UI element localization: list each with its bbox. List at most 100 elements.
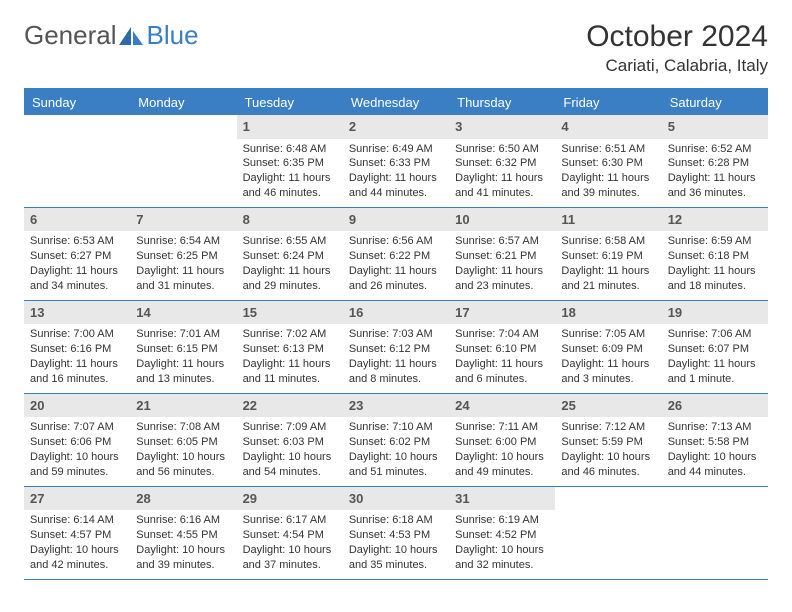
sunrise-text: Sunrise: 6:48 AM — [243, 142, 337, 157]
week-row: 13Sunrise: 7:00 AMSunset: 6:16 PMDayligh… — [24, 301, 768, 394]
sunrise-text: Sunrise: 7:08 AM — [136, 420, 230, 435]
calendar-cell: 20Sunrise: 7:07 AMSunset: 6:06 PMDayligh… — [24, 394, 130, 486]
sunrise-text: Sunrise: 7:02 AM — [243, 327, 337, 342]
week-row: 27Sunrise: 6:14 AMSunset: 4:57 PMDayligh… — [24, 487, 768, 580]
sunrise-text: Sunrise: 6:14 AM — [30, 513, 124, 528]
daylight-text: Daylight: 10 hours and 44 minutes. — [668, 450, 762, 480]
day-info: Sunrise: 7:12 AMSunset: 5:59 PMDaylight:… — [555, 417, 661, 485]
day-info: Sunrise: 6:18 AMSunset: 4:53 PMDaylight:… — [343, 510, 449, 578]
daylight-text: Daylight: 10 hours and 39 minutes. — [136, 543, 230, 573]
day-info: Sunrise: 7:10 AMSunset: 6:02 PMDaylight:… — [343, 417, 449, 485]
daylight-text: Daylight: 11 hours and 18 minutes. — [668, 264, 762, 294]
day-header: Thursday — [449, 90, 555, 115]
day-number: 2 — [343, 115, 449, 139]
sunrise-text: Sunrise: 7:06 AM — [668, 327, 762, 342]
calendar-cell: 8Sunrise: 6:55 AMSunset: 6:24 PMDaylight… — [237, 208, 343, 300]
day-number: 21 — [130, 394, 236, 418]
sunset-text: Sunset: 6:25 PM — [136, 249, 230, 264]
day-number: 3 — [449, 115, 555, 139]
day-info: Sunrise: 7:06 AMSunset: 6:07 PMDaylight:… — [662, 324, 768, 392]
sunset-text: Sunset: 6:16 PM — [30, 342, 124, 357]
daylight-text: Daylight: 11 hours and 23 minutes. — [455, 264, 549, 294]
sunrise-text: Sunrise: 6:54 AM — [136, 234, 230, 249]
sunrise-text: Sunrise: 6:52 AM — [668, 142, 762, 157]
calendar-cell-empty — [662, 487, 768, 579]
calendar-cell: 21Sunrise: 7:08 AMSunset: 6:05 PMDayligh… — [130, 394, 236, 486]
day-info: Sunrise: 7:02 AMSunset: 6:13 PMDaylight:… — [237, 324, 343, 392]
daylight-text: Daylight: 11 hours and 46 minutes. — [243, 171, 337, 201]
day-number: 6 — [24, 208, 130, 232]
sunset-text: Sunset: 6:10 PM — [455, 342, 549, 357]
calendar-cell: 16Sunrise: 7:03 AMSunset: 6:12 PMDayligh… — [343, 301, 449, 393]
week-row: 20Sunrise: 7:07 AMSunset: 6:06 PMDayligh… — [24, 394, 768, 487]
daylight-text: Daylight: 10 hours and 59 minutes. — [30, 450, 124, 480]
daylight-text: Daylight: 11 hours and 31 minutes. — [136, 264, 230, 294]
calendar-cell: 12Sunrise: 6:59 AMSunset: 6:18 PMDayligh… — [662, 208, 768, 300]
calendar-cell: 9Sunrise: 6:56 AMSunset: 6:22 PMDaylight… — [343, 208, 449, 300]
daylight-text: Daylight: 11 hours and 34 minutes. — [30, 264, 124, 294]
day-header: Tuesday — [237, 90, 343, 115]
sunset-text: Sunset: 4:53 PM — [349, 528, 443, 543]
calendar-cell: 11Sunrise: 6:58 AMSunset: 6:19 PMDayligh… — [555, 208, 661, 300]
week-row: 1Sunrise: 6:48 AMSunset: 6:35 PMDaylight… — [24, 115, 768, 208]
day-number: 28 — [130, 487, 236, 511]
day-number: 11 — [555, 208, 661, 232]
sunset-text: Sunset: 6:35 PM — [243, 156, 337, 171]
sunrise-text: Sunrise: 6:50 AM — [455, 142, 549, 157]
day-number: 25 — [555, 394, 661, 418]
daylight-text: Daylight: 11 hours and 39 minutes. — [561, 171, 655, 201]
day-info: Sunrise: 6:14 AMSunset: 4:57 PMDaylight:… — [24, 510, 130, 578]
day-info: Sunrise: 7:11 AMSunset: 6:00 PMDaylight:… — [449, 417, 555, 485]
sunrise-text: Sunrise: 6:56 AM — [349, 234, 443, 249]
day-info: Sunrise: 7:13 AMSunset: 5:58 PMDaylight:… — [662, 417, 768, 485]
sunset-text: Sunset: 5:59 PM — [561, 435, 655, 450]
day-number: 18 — [555, 301, 661, 325]
day-number: 7 — [130, 208, 236, 232]
sunrise-text: Sunrise: 7:00 AM — [30, 327, 124, 342]
day-header: Wednesday — [343, 90, 449, 115]
sunset-text: Sunset: 6:33 PM — [349, 156, 443, 171]
sunset-text: Sunset: 6:22 PM — [349, 249, 443, 264]
day-number: 31 — [449, 487, 555, 511]
day-number: 19 — [662, 301, 768, 325]
day-info: Sunrise: 7:00 AMSunset: 6:16 PMDaylight:… — [24, 324, 130, 392]
calendar-cell-empty — [555, 487, 661, 579]
sunrise-text: Sunrise: 7:05 AM — [561, 327, 655, 342]
sunrise-text: Sunrise: 6:19 AM — [455, 513, 549, 528]
day-info: Sunrise: 6:49 AMSunset: 6:33 PMDaylight:… — [343, 139, 449, 207]
daylight-text: Daylight: 10 hours and 49 minutes. — [455, 450, 549, 480]
sunset-text: Sunset: 6:19 PM — [561, 249, 655, 264]
calendar-cell: 22Sunrise: 7:09 AMSunset: 6:03 PMDayligh… — [237, 394, 343, 486]
sunset-text: Sunset: 6:13 PM — [243, 342, 337, 357]
calendar-cell-empty — [24, 115, 130, 207]
daylight-text: Daylight: 10 hours and 54 minutes. — [243, 450, 337, 480]
title-block: October 2024 Cariati, Calabria, Italy — [586, 20, 768, 76]
sunrise-text: Sunrise: 7:11 AM — [455, 420, 549, 435]
day-info: Sunrise: 6:55 AMSunset: 6:24 PMDaylight:… — [237, 231, 343, 299]
day-number: 29 — [237, 487, 343, 511]
sunrise-text: Sunrise: 6:58 AM — [561, 234, 655, 249]
sunset-text: Sunset: 4:54 PM — [243, 528, 337, 543]
day-info: Sunrise: 7:03 AMSunset: 6:12 PMDaylight:… — [343, 324, 449, 392]
calendar-cell: 2Sunrise: 6:49 AMSunset: 6:33 PMDaylight… — [343, 115, 449, 207]
day-header: Saturday — [662, 90, 768, 115]
calendar-cell: 1Sunrise: 6:48 AMSunset: 6:35 PMDaylight… — [237, 115, 343, 207]
sunset-text: Sunset: 6:21 PM — [455, 249, 549, 264]
daylight-text: Daylight: 11 hours and 6 minutes. — [455, 357, 549, 387]
logo-text-2: Blue — [147, 20, 199, 51]
calendar-cell: 31Sunrise: 6:19 AMSunset: 4:52 PMDayligh… — [449, 487, 555, 579]
daylight-text: Daylight: 11 hours and 36 minutes. — [668, 171, 762, 201]
day-number: 10 — [449, 208, 555, 232]
calendar-cell: 6Sunrise: 6:53 AMSunset: 6:27 PMDaylight… — [24, 208, 130, 300]
sunset-text: Sunset: 6:03 PM — [243, 435, 337, 450]
sunrise-text: Sunrise: 6:17 AM — [243, 513, 337, 528]
day-info: Sunrise: 7:08 AMSunset: 6:05 PMDaylight:… — [130, 417, 236, 485]
day-number: 9 — [343, 208, 449, 232]
daylight-text: Daylight: 10 hours and 32 minutes. — [455, 543, 549, 573]
sunset-text: Sunset: 5:58 PM — [668, 435, 762, 450]
daylight-text: Daylight: 10 hours and 42 minutes. — [30, 543, 124, 573]
calendar-cell: 3Sunrise: 6:50 AMSunset: 6:32 PMDaylight… — [449, 115, 555, 207]
sunset-text: Sunset: 6:12 PM — [349, 342, 443, 357]
location: Cariati, Calabria, Italy — [586, 56, 768, 76]
sunrise-text: Sunrise: 7:09 AM — [243, 420, 337, 435]
